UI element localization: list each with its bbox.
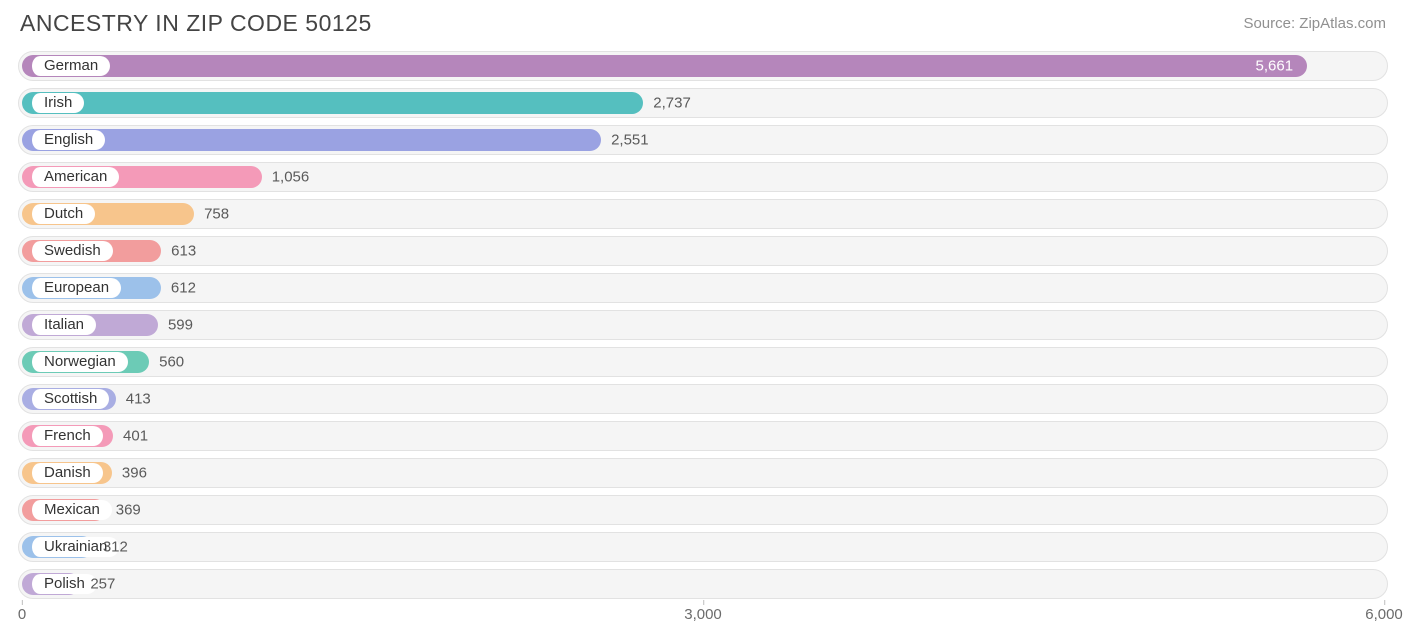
bar-row: Swedish 613 bbox=[18, 236, 1388, 266]
value-label: 369 bbox=[116, 502, 141, 519]
value-label: 1,056 bbox=[272, 169, 310, 186]
bar-track bbox=[18, 421, 1388, 451]
bar-track bbox=[18, 273, 1388, 303]
bar-row: French 401 bbox=[18, 421, 1388, 451]
value-label: 396 bbox=[122, 465, 147, 482]
axis-tick: 6,000 bbox=[1365, 606, 1403, 623]
value-label: 613 bbox=[171, 243, 196, 260]
category-pill: German bbox=[30, 56, 110, 76]
bar-track bbox=[18, 569, 1388, 599]
value-label: 758 bbox=[204, 206, 229, 223]
bar-row: Polish257 bbox=[18, 569, 1388, 599]
value-label: 401 bbox=[123, 428, 148, 445]
chart-area: German 5,661 Irish 2,737 English 2,551 America… bbox=[0, 43, 1406, 599]
bar-track bbox=[18, 347, 1388, 377]
value-label: 2,551 bbox=[611, 132, 649, 149]
bar bbox=[22, 92, 643, 114]
category-pill: Mexican bbox=[30, 500, 112, 520]
category-pill: Dutch bbox=[30, 204, 95, 224]
category-pill: American bbox=[30, 167, 119, 187]
category-pill: Scottish bbox=[30, 389, 109, 409]
value-label: 312 bbox=[103, 539, 128, 556]
bar bbox=[22, 129, 601, 151]
value-label: 560 bbox=[159, 354, 184, 371]
bar-row: European 612 bbox=[18, 273, 1388, 303]
category-pill: Irish bbox=[30, 93, 84, 113]
bar-track bbox=[18, 236, 1388, 266]
bar-track bbox=[18, 532, 1388, 562]
category-pill: Swedish bbox=[30, 241, 113, 261]
bar-row: Ukrainian312 bbox=[18, 532, 1388, 562]
chart-header: ANCESTRY IN ZIP CODE 50125 Source: ZipAt… bbox=[0, 0, 1406, 43]
value-label: 2,737 bbox=[653, 95, 691, 112]
value-label: 5,661 bbox=[1256, 58, 1294, 75]
value-label: 257 bbox=[90, 576, 115, 593]
category-pill: French bbox=[30, 426, 103, 446]
value-label: 599 bbox=[168, 317, 193, 334]
category-pill: Italian bbox=[30, 315, 96, 335]
bar-track bbox=[18, 384, 1388, 414]
bar-row: German 5,661 bbox=[18, 51, 1388, 81]
category-pill: Danish bbox=[30, 463, 103, 483]
bar bbox=[22, 55, 1307, 77]
category-pill: Polish bbox=[30, 574, 97, 594]
category-pill: English bbox=[30, 130, 105, 150]
bar-row: Norwegian 560 bbox=[18, 347, 1388, 377]
bar-row: Mexican369 bbox=[18, 495, 1388, 525]
axis-tick: 3,000 bbox=[684, 606, 722, 623]
chart-source: Source: ZipAtlas.com bbox=[1243, 15, 1386, 32]
bar-track bbox=[18, 458, 1388, 488]
category-pill: European bbox=[30, 278, 121, 298]
x-axis: 03,0006,000 bbox=[18, 606, 1388, 634]
bar-row: Italian 599 bbox=[18, 310, 1388, 340]
bar-row: Irish 2,737 bbox=[18, 88, 1388, 118]
category-pill: Norwegian bbox=[30, 352, 128, 372]
bar-row: English 2,551 bbox=[18, 125, 1388, 155]
bar-row: Dutch 758 bbox=[18, 199, 1388, 229]
axis-tick: 0 bbox=[18, 606, 26, 623]
bar-row: Danish 396 bbox=[18, 458, 1388, 488]
bar-track bbox=[18, 495, 1388, 525]
value-label: 612 bbox=[171, 280, 196, 297]
bar-row: American 1,056 bbox=[18, 162, 1388, 192]
bar-track bbox=[18, 310, 1388, 340]
value-label: 413 bbox=[126, 391, 151, 408]
bar-row: Scottish 413 bbox=[18, 384, 1388, 414]
chart-title: ANCESTRY IN ZIP CODE 50125 bbox=[20, 10, 372, 37]
